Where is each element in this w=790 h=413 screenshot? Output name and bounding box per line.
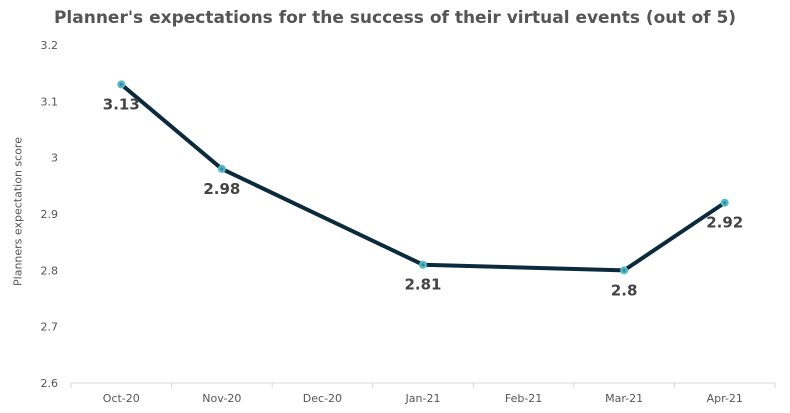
y-tick-label: 3.2 xyxy=(41,39,59,52)
y-tick-label: 3 xyxy=(51,152,58,165)
x-tick-label: Jan-21 xyxy=(405,392,441,405)
chart-title: Planner's expectations for the success o… xyxy=(53,8,737,28)
data-label: 2.98 xyxy=(203,180,240,198)
x-tick-label: Feb-21 xyxy=(505,392,542,405)
data-label: 2.81 xyxy=(404,276,441,294)
x-tick-label: Dec-20 xyxy=(303,392,342,405)
data-point-center xyxy=(723,201,727,205)
data-label: 3.13 xyxy=(103,95,140,113)
x-tick-label: Nov-20 xyxy=(202,392,241,405)
series-line xyxy=(119,82,726,273)
y-tick-label: 2.8 xyxy=(41,264,59,277)
y-tick-label: 3.1 xyxy=(41,95,59,108)
y-tick-label: 2.6 xyxy=(41,377,59,390)
x-tick-label: Apr-21 xyxy=(707,392,743,405)
data-point-center xyxy=(421,263,425,267)
data-label: 2.8 xyxy=(611,281,638,299)
data-point-center xyxy=(119,82,123,86)
y-tick-label: 2.9 xyxy=(41,208,59,221)
x-tick-label: Oct-20 xyxy=(103,392,140,405)
x-tick-label: Mar-21 xyxy=(605,392,643,405)
y-tick-label: 2.7 xyxy=(41,321,59,334)
data-label: 2.92 xyxy=(706,214,743,232)
data-point-center xyxy=(220,167,224,171)
data-point-center xyxy=(622,268,626,272)
